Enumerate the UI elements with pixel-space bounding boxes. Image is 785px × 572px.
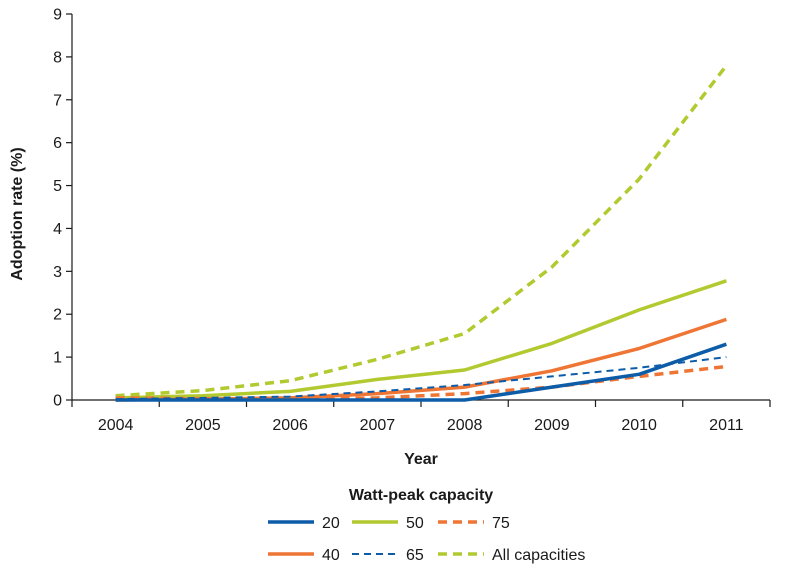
legend-label: 65 [406,547,424,564]
x-tick-label: 2011 [709,417,744,434]
legend-label: All capacities [492,547,585,564]
y-tick-label: 0 [53,393,62,410]
legend-item: 65 [352,547,424,564]
series-line-all-capacities [115,64,728,398]
legend-label: 40 [322,547,340,564]
legend-item: 50 [352,515,424,532]
x-tick-label: 2004 [98,417,134,434]
x-axis-title: Year [404,451,438,468]
legend-label: 75 [492,515,510,532]
x-tick-label: 2010 [621,417,657,434]
legend-item: All capacities [438,547,585,564]
x-tick-label: 2007 [360,417,396,434]
y-tick-label: 8 [53,49,62,66]
series-line-50 [115,279,727,400]
y-tick-label: 9 [53,7,62,24]
x-axis: 2004 2005 2006 2007 2008 2009 2010 2011 [71,399,771,434]
legend-item: 20 [268,515,340,532]
y-tick-label: 7 [53,92,62,109]
x-tick-label: 2005 [185,417,221,434]
y-tick-label: 1 [53,350,62,367]
y-axis: 0 1 2 3 4 5 6 7 8 9 [53,7,73,410]
legend-item: 75 [438,515,510,532]
y-tick-label: 3 [53,264,62,281]
legend-label: 20 [322,515,340,532]
legend-item: 40 [268,547,340,564]
series-layer [115,64,728,402]
series-line-65 [115,356,727,401]
legend-label: 50 [406,515,424,532]
series-line-20 [115,342,727,402]
x-tick-label: 2009 [534,417,570,434]
x-tick-label: 2006 [272,417,308,434]
y-tick-label: 4 [53,221,62,238]
legend-title: Watt-peak capacity [349,487,493,504]
y-tick-label: 5 [53,178,62,195]
y-tick-label: 2 [53,307,62,324]
y-axis-title: Adoption rate (%) [9,147,26,280]
legend: 20 50 75 40 65 All capacities [268,515,585,564]
x-tick-label: 2008 [447,417,483,434]
y-tick-label: 6 [53,135,62,152]
series-line-75 [115,364,727,401]
